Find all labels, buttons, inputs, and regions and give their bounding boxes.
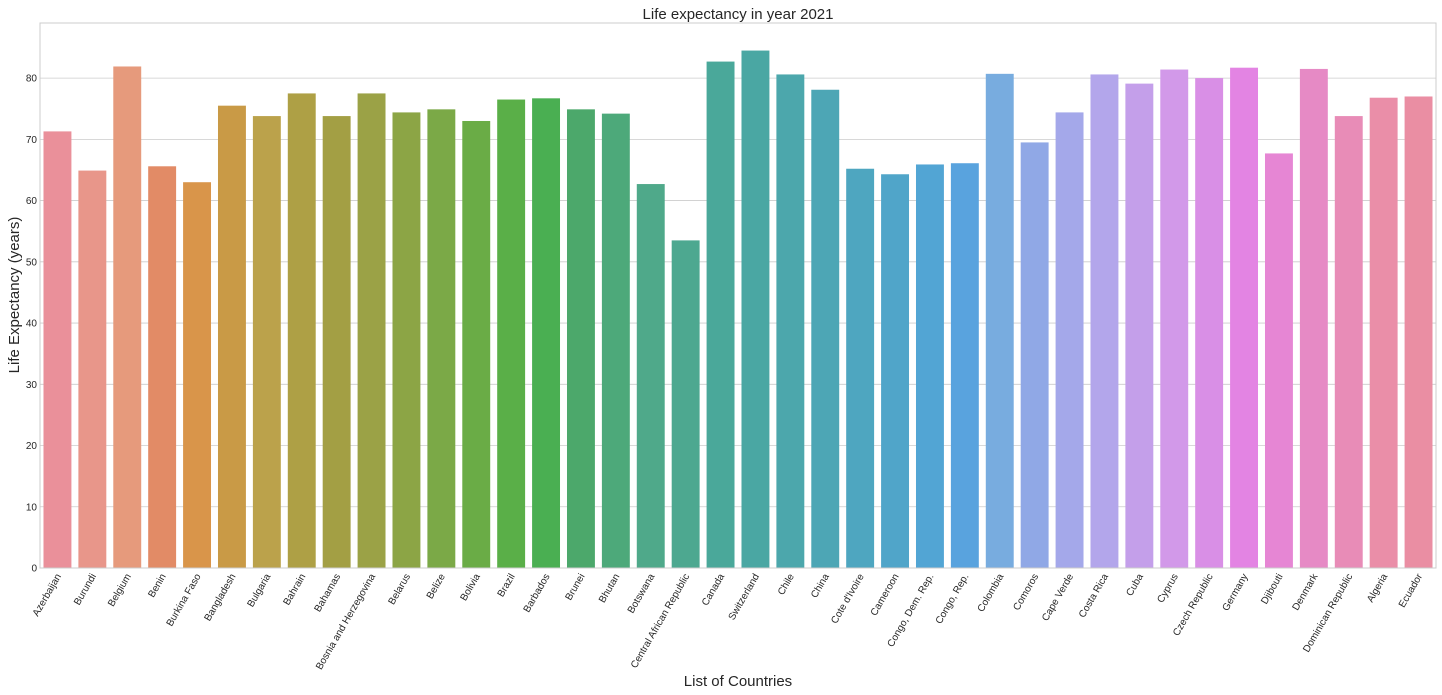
x-axis-label: List of Countries	[684, 673, 792, 690]
x-tick-label: Brunei	[564, 572, 588, 603]
bar	[1299, 68, 1328, 569]
x-tick-label: Germany	[1221, 572, 1251, 613]
bar	[601, 113, 630, 568]
bar	[846, 168, 875, 569]
bar	[497, 99, 526, 568]
x-tick-label: Bolivia	[459, 572, 483, 603]
bar	[636, 184, 665, 569]
x-tick-label: Cape Verde	[1040, 572, 1076, 624]
bar	[1055, 112, 1084, 569]
bar	[322, 116, 351, 568]
x-tick-label: Bahamas	[313, 572, 344, 614]
x-tick-label: Algeria	[1365, 572, 1390, 605]
y-tick-label: 0	[31, 564, 37, 575]
x-tick-label: Canada	[700, 572, 727, 608]
bar	[1160, 69, 1189, 568]
x-tick-label: China	[809, 572, 832, 601]
y-tick-label: 60	[26, 196, 38, 207]
bar	[1230, 67, 1259, 568]
y-tick-label: 30	[26, 380, 38, 391]
bar	[357, 93, 386, 569]
x-tick-label: Chile	[776, 572, 797, 598]
bar	[566, 109, 595, 568]
chart-title: Life expectancy in year 2021	[643, 6, 834, 23]
x-tick-label: Denmark	[1291, 571, 1321, 612]
bar	[1195, 78, 1224, 569]
x-tick-label: Bosnia and Herzegovina	[314, 572, 378, 672]
x-tick-label: Bhutan	[597, 572, 622, 605]
bar	[148, 166, 177, 569]
x-tick-label: Belgium	[106, 572, 134, 609]
bar	[1264, 153, 1293, 568]
bar	[43, 131, 72, 568]
x-tick-label: Benin	[146, 572, 168, 600]
bar	[671, 240, 700, 568]
bar	[1090, 74, 1119, 568]
bar	[776, 74, 805, 568]
bar	[881, 174, 910, 568]
x-tick-label: Burundi	[72, 572, 99, 607]
y-tick-label: 70	[26, 135, 38, 146]
bar	[78, 170, 107, 568]
bar	[706, 61, 735, 568]
bar	[915, 164, 944, 568]
x-tick-label: Belize	[425, 572, 448, 601]
bar	[1334, 116, 1363, 568]
y-tick-label: 40	[26, 319, 38, 330]
x-tick-label: Brazil	[496, 572, 518, 599]
x-tick-label: Bahrain	[282, 572, 309, 607]
x-tick-label: Azerbaijan	[31, 572, 64, 618]
x-tick-label: Burkina Faso	[165, 572, 204, 629]
x-tick-label: Comoros	[1011, 572, 1041, 613]
bar	[532, 98, 561, 568]
y-tick-label: 80	[26, 74, 38, 85]
y-axis-label: Life Expectancy (years)	[6, 217, 23, 374]
x-tick-label: Cuba	[1124, 572, 1146, 599]
bar	[183, 182, 212, 568]
x-tick-label: Switzerland	[727, 572, 762, 622]
x-tick-label: Colombia	[976, 572, 1007, 614]
bar	[252, 116, 281, 568]
bar	[427, 109, 456, 568]
bar	[985, 73, 1014, 568]
bar	[1404, 96, 1433, 568]
x-tick-label: Ecuador	[1397, 571, 1425, 609]
bar-layer	[43, 50, 1433, 569]
x-tick-label: Costa Rica	[1077, 572, 1111, 620]
y-tick-label: 10	[26, 502, 38, 513]
y-tick-labels: 0 10 20 30 40 50 60 70 80	[26, 74, 38, 575]
x-tick-label: Bulgaria	[246, 572, 274, 610]
x-tick-label: Cyprus	[1155, 572, 1180, 605]
x-tick-label: Congo, Rep.	[934, 572, 972, 626]
x-tick-label: Bangladesh	[203, 572, 239, 623]
x-tick-label: Cameroon	[869, 572, 902, 618]
bar	[1020, 142, 1049, 568]
x-tick-label: Belarus	[387, 572, 413, 607]
bar	[462, 120, 491, 568]
plot-frame	[39, 22, 1437, 569]
x-tick-label: Cote d'Ivoire	[829, 572, 867, 626]
bar	[392, 112, 421, 569]
plot-background	[40, 23, 1436, 568]
bar	[287, 93, 316, 569]
bar	[217, 105, 246, 569]
bar	[113, 66, 142, 568]
y-tick-label: 20	[26, 441, 38, 452]
bar	[1125, 83, 1154, 569]
y-tick-label: 50	[26, 257, 38, 268]
x-tick-label: Djibouti	[1259, 572, 1285, 606]
bar	[811, 89, 840, 568]
x-tick-label: Barbados	[522, 572, 553, 615]
bar	[741, 50, 770, 569]
bar	[950, 163, 979, 569]
x-tick-label: Botswana	[626, 572, 658, 616]
bar	[1369, 97, 1398, 569]
